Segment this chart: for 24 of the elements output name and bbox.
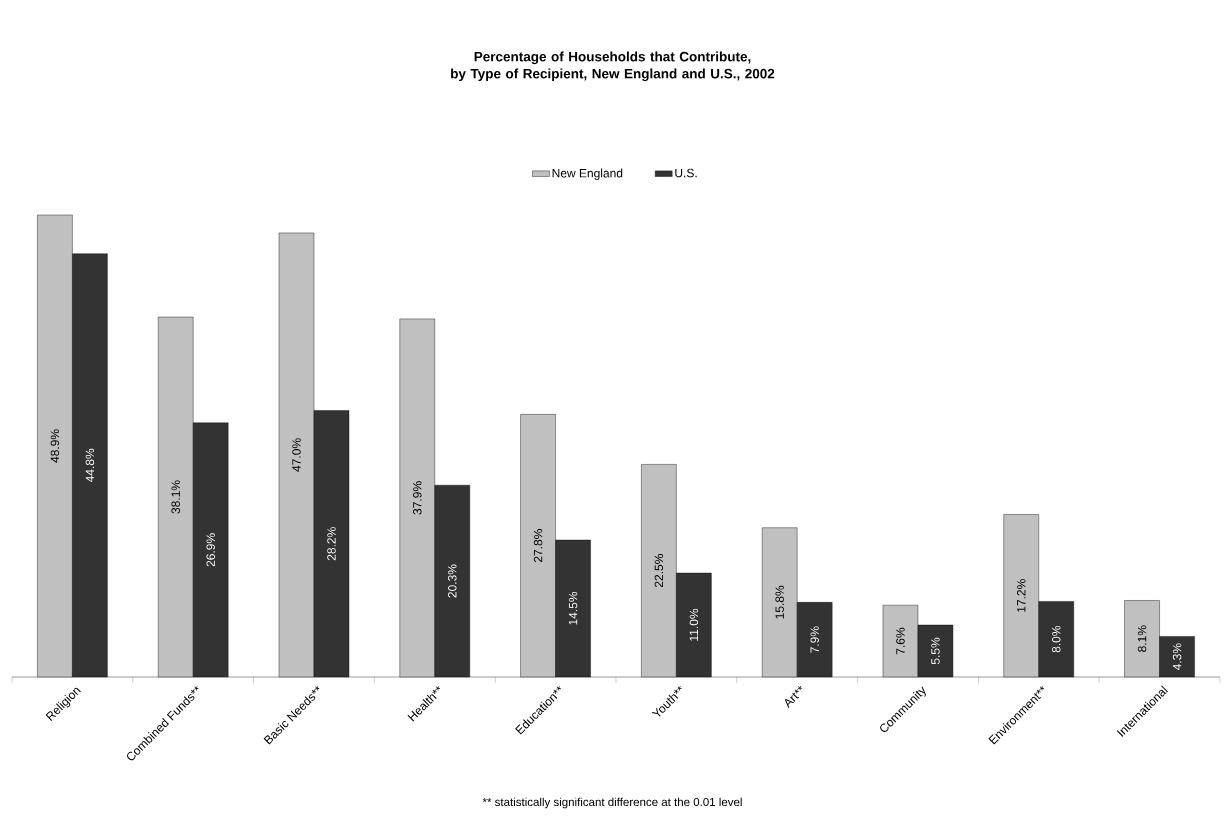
- legend-label: U.S.: [675, 168, 697, 178]
- data-label: 20.3%: [448, 564, 457, 598]
- data-label: 28.2%: [327, 527, 336, 561]
- data-label: 22.5%: [654, 554, 664, 588]
- data-label: 8.1%: [1137, 625, 1147, 652]
- data-label: 8.0%: [1052, 625, 1061, 653]
- data-label: 44.8%: [85, 448, 95, 483]
- data-label: 47.0%: [292, 438, 301, 472]
- data-label: 26.9%: [206, 533, 215, 567]
- data-label: 7.6%: [896, 627, 905, 655]
- legend-label: New England: [552, 168, 623, 180]
- data-label: 17.2%: [1017, 579, 1026, 612]
- data-label: 5.5%: [931, 637, 940, 665]
- data-label: 7.9%: [810, 626, 819, 653]
- data-label: 4.3%: [1172, 643, 1182, 671]
- data-label: 14.5%: [568, 591, 578, 625]
- data-label: 48.9%: [50, 429, 60, 463]
- data-label: 37.9%: [413, 481, 422, 515]
- data-label: 27.8%: [533, 529, 543, 563]
- data-label: 11.0%: [689, 608, 699, 641]
- chart-title: Percentage of Households that Contribute, by Type of Recipient, New England and U.S., 2002: [451, 51, 775, 82]
- data-label: 15.8%: [775, 585, 784, 619]
- text: ** statistically significant difference at the 0.01 level: [482, 797, 742, 809]
- data-label: 38.1%: [171, 480, 180, 514]
